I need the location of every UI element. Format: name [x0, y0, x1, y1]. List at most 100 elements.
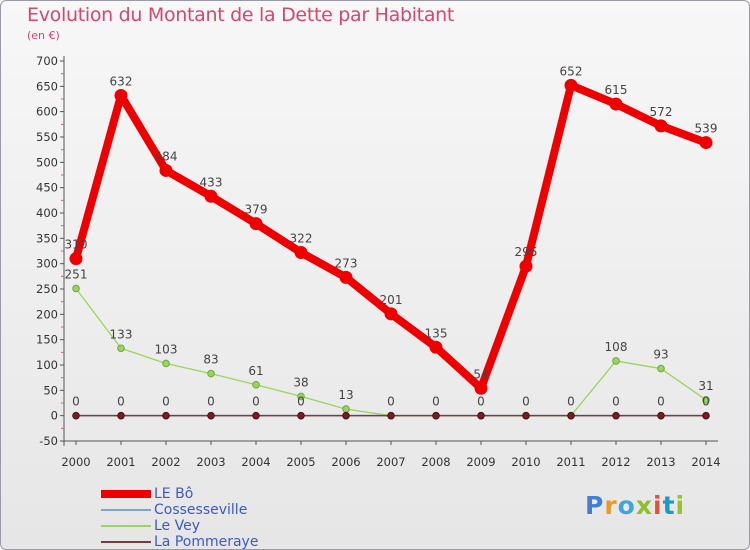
legend-label-le-vey: Le Vey [154, 518, 201, 534]
logo-letter: i [653, 491, 663, 520]
data-point [519, 259, 533, 273]
legend-swatch-le-vey [101, 525, 151, 527]
x-tick-label: 2000 [61, 455, 90, 469]
legend-swatch-la-pommeraye [101, 541, 151, 543]
data-label: 295 [515, 245, 538, 259]
data-point [204, 189, 218, 203]
legend-label-le-bo: LE Bô [154, 486, 194, 502]
data-label: 433 [200, 175, 223, 189]
data-point [609, 97, 623, 111]
y-tick-label: 600 [36, 105, 58, 119]
data-label: 572 [650, 105, 673, 119]
data-point [429, 340, 443, 354]
x-tick-label: 2011 [556, 455, 585, 469]
data-label: 0 [657, 395, 665, 409]
data-point [567, 411, 575, 420]
data-point [162, 411, 170, 420]
x-tick-label: 2006 [331, 455, 360, 469]
data-label: 13 [338, 388, 353, 402]
logo-letter: r [604, 491, 618, 520]
logo-letter: t [662, 491, 676, 520]
data-point [657, 364, 665, 373]
y-tick-label: 300 [36, 257, 58, 271]
data-label: 273 [335, 256, 358, 270]
data-label: 54 [473, 367, 488, 381]
data-point [297, 392, 305, 401]
data-label: 38 [293, 375, 308, 389]
data-label: 201 [380, 293, 403, 307]
data-label: 135 [425, 326, 448, 340]
chart-title: Evolution du Montant de la Dette par Hab… [27, 4, 455, 26]
y-tick-label: 0 [51, 409, 58, 423]
data-point [159, 163, 173, 177]
data-point [699, 136, 713, 150]
data-point [612, 357, 620, 365]
data-point [702, 396, 710, 404]
data-point [249, 217, 263, 231]
data-label: 93 [653, 348, 668, 362]
y-tick-label: 550 [36, 130, 58, 144]
logo-letter: x [635, 491, 653, 520]
data-point [252, 411, 260, 420]
logo-letter: P [585, 491, 605, 520]
data-point [297, 411, 305, 420]
data-point [162, 359, 170, 368]
y-tick-label: 450 [36, 181, 58, 195]
data-point [654, 119, 668, 133]
y-tick-label: 650 [36, 79, 58, 93]
y-tick-label: -50 [39, 434, 58, 448]
data-label: 61 [248, 364, 263, 378]
x-tick-label: 2007 [376, 455, 405, 469]
data-point [702, 411, 710, 420]
legend-label-la-pommeraye: La Pommeraye [154, 534, 259, 550]
x-tick-label: 2001 [106, 455, 135, 469]
data-label: 0 [252, 395, 260, 409]
y-tick-label: 400 [36, 206, 58, 220]
data-label: 615 [605, 83, 628, 97]
y-tick-label: 500 [36, 155, 58, 169]
data-label: 0 [72, 395, 80, 409]
logo-letter: o [617, 491, 636, 520]
logo-letter: i [675, 491, 686, 520]
x-tick-label: 2010 [511, 455, 540, 469]
data-label: 310 [65, 238, 88, 252]
data-label: 103 [155, 342, 178, 356]
data-label: 0 [117, 395, 125, 409]
data-point [657, 411, 665, 420]
data-label: 0 [702, 395, 710, 409]
data-point [72, 411, 80, 420]
data-point [294, 246, 308, 260]
data-label: 379 [245, 203, 268, 217]
data-point [339, 270, 353, 284]
y-tick-label: 150 [36, 333, 58, 347]
data-point [69, 252, 83, 266]
data-label: 322 [290, 232, 313, 246]
data-label: 83 [203, 353, 218, 367]
data-label: 251 [65, 267, 88, 281]
data-label: 632 [110, 74, 133, 88]
proxiti-logo: Proxiti [585, 491, 685, 520]
data-label: 0 [612, 395, 620, 409]
y-tick-label: 250 [36, 282, 58, 296]
data-label: 0 [207, 395, 215, 409]
data-label: 108 [605, 340, 628, 354]
y-tick-label: 50 [43, 383, 58, 397]
data-label: 0 [477, 395, 485, 409]
data-point [72, 284, 80, 293]
x-tick-label: 2012 [601, 455, 630, 469]
data-label: 0 [162, 395, 170, 409]
data-point [342, 405, 350, 413]
x-tick-label: 2004 [241, 455, 270, 469]
data-point [384, 307, 398, 321]
data-point [207, 369, 215, 378]
x-tick-label: 2013 [646, 455, 675, 469]
x-tick-label: 2009 [466, 455, 495, 469]
data-point [252, 380, 260, 389]
x-tick-label: 2002 [151, 455, 180, 469]
data-point [477, 411, 485, 420]
data-label: 484 [155, 149, 178, 163]
x-tick-label: 2005 [286, 455, 315, 469]
data-label: 0 [567, 395, 575, 409]
y-tick-label: 200 [36, 307, 58, 321]
